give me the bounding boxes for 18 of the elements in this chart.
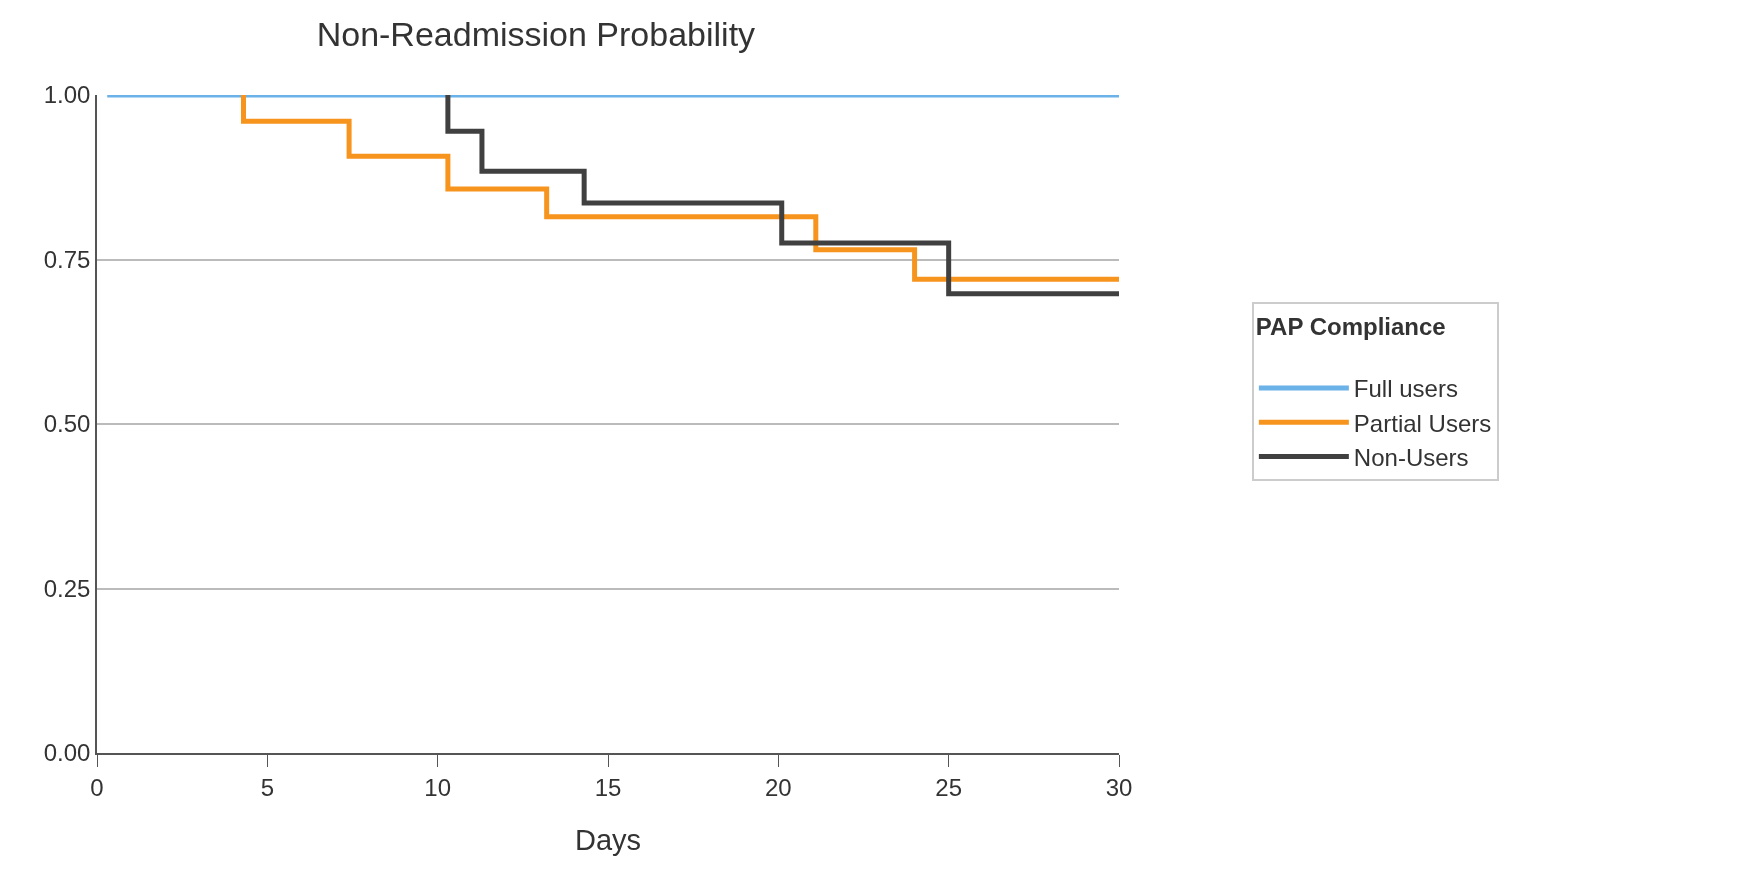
x-axis-title: Days [574,823,642,856]
chart-title: Non-Readmission Probability [316,15,756,53]
x-tick-label: 10 [424,773,452,801]
x-tick-label: 20 [764,773,792,801]
legend-title: PAP Compliance [1255,312,1446,340]
legend-label: Full users [1353,375,1458,403]
y-tick-label: 0.50 [43,410,91,438]
x-tick-label: 0 [90,773,104,801]
x-tick-label: 5 [260,773,275,801]
x-tick-label: 15 [594,773,622,801]
y-tick-label: 1.00 [43,81,91,109]
legend-label: Non-Users [1353,443,1469,471]
x-tick-label: 30 [1105,773,1133,801]
y-tick-label: 0.25 [43,574,91,602]
y-tick-label: 0.00 [43,739,91,767]
legend-label: Partial Users [1353,409,1492,437]
y-tick-label: 0.75 [43,245,91,273]
x-tick-label: 25 [935,773,963,801]
